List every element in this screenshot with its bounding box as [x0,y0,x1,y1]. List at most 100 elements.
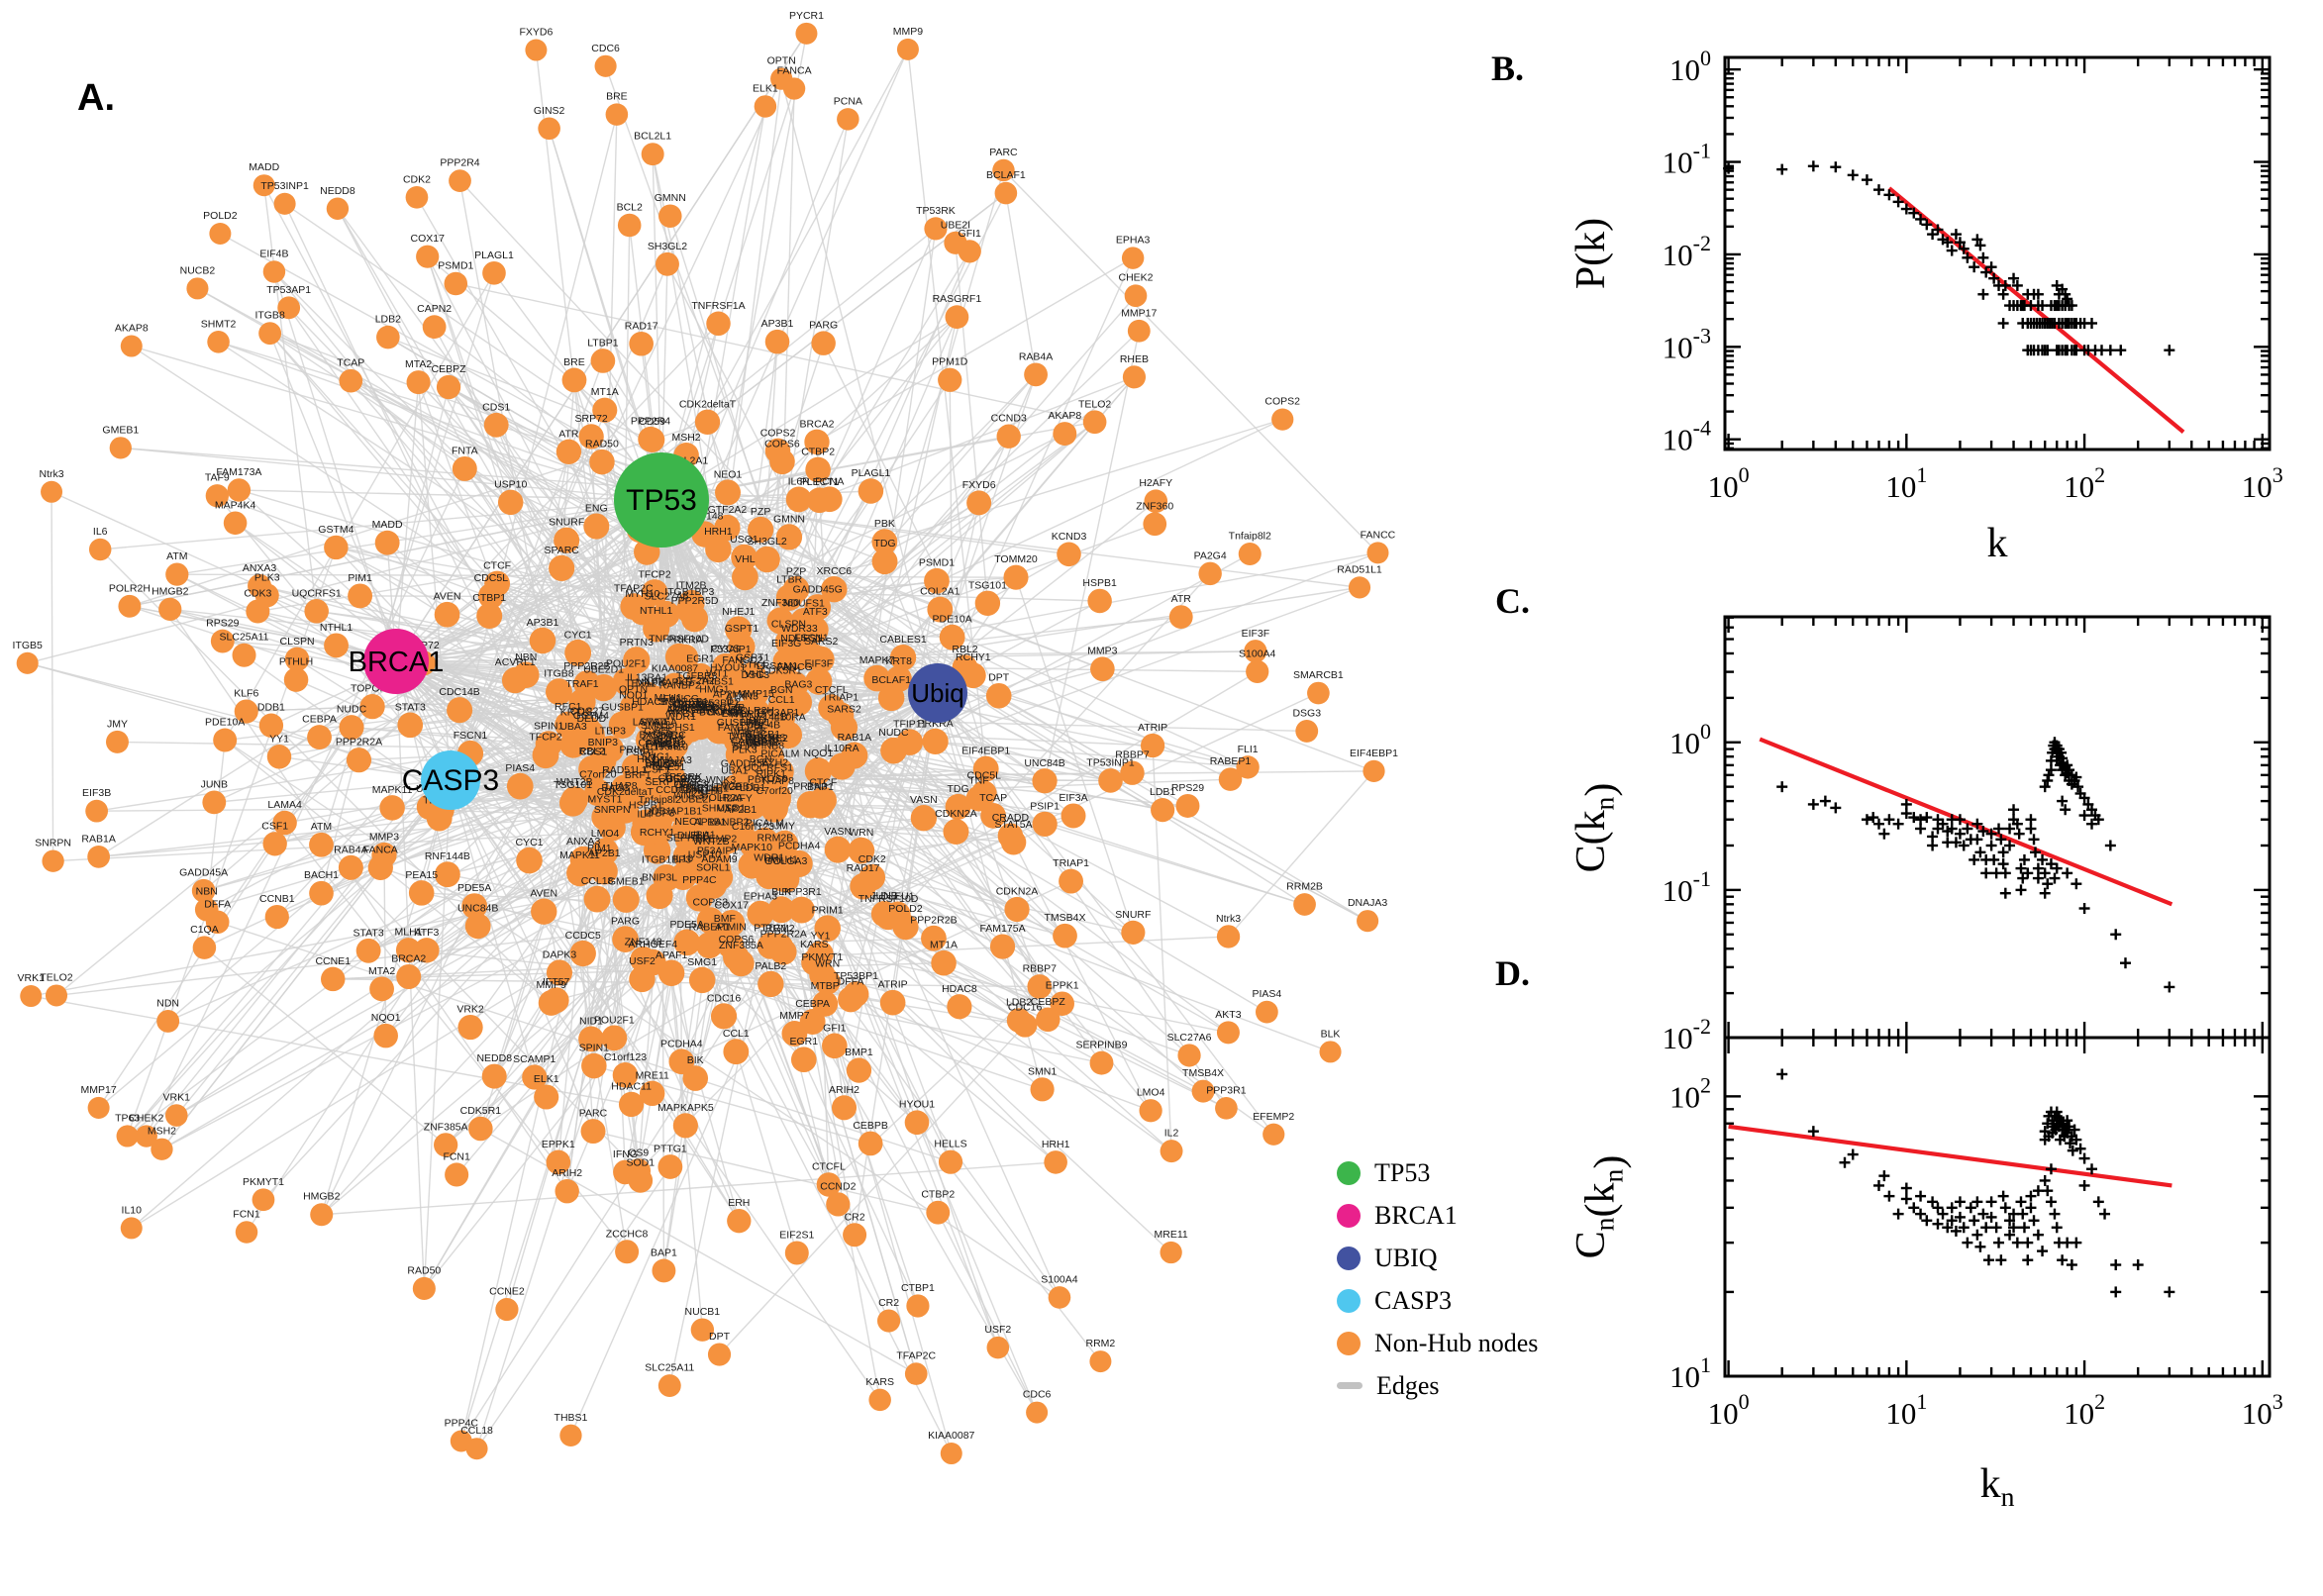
network-node-label: CSF1 [261,820,288,832]
network-edge [593,809,627,1066]
network-node-label: TEX11 [625,677,656,689]
network-node [731,544,758,571]
network-node-label: RAD17 [625,320,658,332]
network-node [1262,1123,1285,1146]
network-node-label: RRM2B [758,833,794,845]
network-node-label: TP53AP1 [266,284,311,296]
network-node-label: UBA1 [721,765,749,777]
network-node [807,941,834,967]
network-node-label: FANCA [363,844,398,855]
network-node-label: SNRPN [594,804,631,816]
network-node-label: POLR2H [109,582,151,594]
network-node [1168,605,1193,630]
network-node [785,486,812,513]
network-node [590,349,616,373]
network-node [560,786,588,814]
clustering-coefficient-plot: 100 10-1 10-2 C(kn) [1568,615,2272,1055]
network-node-label: SPIN1 [534,721,564,733]
network-node [806,487,833,514]
network-node-label: SEPHS1 [654,722,695,734]
network-node-label: C1orf123 [732,821,774,833]
network-node-label: ARHGEF4 [628,939,677,950]
network-edge [638,980,829,1172]
network-node-label: ATF3 [414,927,439,939]
panel-d-label: D. [1495,953,1530,993]
network-node-label: EZH2 [761,756,788,768]
network-node [1363,759,1385,782]
network-node-label: SCAMP1 [731,737,773,748]
network-node-label: SLC27A6 [644,590,688,602]
network-node [346,748,372,773]
network-node [837,108,859,131]
network-node-label: GMEB1 [608,875,645,887]
network-node [1050,991,1074,1016]
network-node [434,1133,458,1157]
network-node-label: SRP72 [575,413,608,425]
x-tick-label: 100 [1708,462,1750,504]
network-node-label: hMLH1 [764,854,798,866]
network-node-label: USO1 [717,802,746,814]
network-edge [656,829,704,1331]
network-node [369,976,394,1002]
network-edge [614,421,1096,807]
network-node [209,223,232,246]
network-node-label: EIF3B [82,787,111,799]
network-node-label: PDE5A [457,882,491,894]
network-node-label: RAD51L1 [602,764,648,776]
network-node [569,940,596,967]
network-edge [395,33,808,662]
network-node-label: WNT2B [693,836,730,848]
network-node-label: FANCG [777,661,813,673]
network-node-label: PZP [786,565,806,577]
network-node-label: YY1 [811,931,831,943]
network-node-label: FXYD6 [962,479,996,491]
network-node-label: TCAP [337,357,364,369]
y-tick-label: 10-2 [1663,231,1711,272]
network-edge [176,499,662,575]
network-node-labels: TP53RK KIAA0087 THAP8 CDC14B DSG3 NTHL1 CEBPZ V… [13,10,1399,1442]
network-node-label: SEPHS1 [666,832,708,844]
network-node [822,1033,848,1059]
network-node-label: PCDHA4 [660,1038,703,1049]
network-node [814,915,841,942]
network-node-label: GADD45G [793,583,843,595]
network-node [307,725,332,749]
network-node [770,67,793,90]
x-axis-label: kn [1980,1461,2015,1512]
network-node [436,374,461,400]
network-node-label: HSPB1 [629,799,663,811]
y-tick-label: 10-1 [1663,866,1711,908]
network-node-label: CDK2 [403,173,431,185]
network-edge [283,203,645,960]
network-node [639,427,665,452]
network-node-label: RAD17 [847,862,880,874]
network-node [1127,319,1151,343]
network-node [405,185,429,209]
network-node-label: HDAC8 [942,983,977,995]
network-node-label: RBL2 [952,644,977,655]
network-node [1044,1150,1067,1174]
network-node [690,858,719,887]
network-node [641,143,664,166]
network-node [1003,564,1029,590]
network-node [921,925,947,951]
network-node-label: STAT5A [640,716,677,728]
network-node-label: ADAM9 [701,853,737,865]
network-node [1139,1099,1162,1123]
network-edge [214,779,452,804]
x-tick-label: 102 [2064,1389,2105,1431]
network-node [754,546,780,573]
network-node-label: NDN [156,997,179,1009]
network-node [828,752,856,780]
network-node-label: SMN1 [1028,1065,1057,1077]
network-node-label: TP53BP1 [695,697,740,709]
network-node-label: PPP4C [445,1418,479,1430]
network-node [650,686,677,715]
network-node-label: LDB2 [1006,997,1032,1009]
network-node [655,770,683,799]
network-edge [709,945,1152,1112]
network-node-label: PIAS4 [505,762,535,774]
plot-frame [1723,55,2272,451]
network-node [422,315,447,340]
network-node-label: LTBP3 [595,726,626,738]
